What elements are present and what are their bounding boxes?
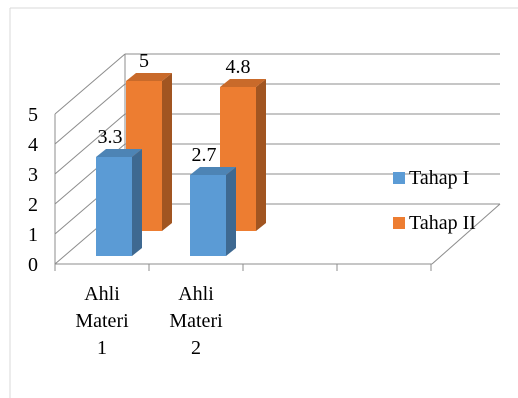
grid-layer xyxy=(54,53,500,265)
category-label: 2 xyxy=(191,337,201,359)
category-label: 1 xyxy=(97,337,107,359)
data-label: 3.3 xyxy=(98,126,123,148)
category-label: Ahli xyxy=(178,283,214,305)
bar-side xyxy=(256,79,266,231)
legend-swatch xyxy=(393,172,405,184)
legend: Tahap I Tahap II xyxy=(393,167,476,234)
y-tick-label: 0 xyxy=(28,254,38,276)
bars-layer xyxy=(96,73,266,256)
data-label: 4.8 xyxy=(226,56,251,78)
y-tick-label: 3 xyxy=(28,164,38,186)
y-tick-label: 4 xyxy=(28,134,38,156)
side-wall-gridline xyxy=(54,53,126,115)
bar-side xyxy=(226,167,236,256)
side-wall-gridline xyxy=(54,113,126,175)
category-label: Ahli xyxy=(84,283,120,305)
legend-label: Tahap I xyxy=(409,167,469,189)
legend-swatch xyxy=(393,217,405,229)
data-label: 5 xyxy=(139,50,149,72)
bar xyxy=(96,157,132,256)
bar-top xyxy=(220,79,266,87)
bar-side xyxy=(162,73,172,231)
side-wall-gridline xyxy=(54,83,126,145)
axis-layer: 0 1 2 3 4 5 Ahli Materi 1 Ahli Materi 2 xyxy=(28,104,501,359)
y-tick-label: 2 xyxy=(28,194,38,216)
category-label: Materi xyxy=(75,310,129,332)
bar-top xyxy=(96,149,142,157)
y-tick-label: 5 xyxy=(28,104,38,126)
bar-top xyxy=(190,167,236,175)
bar-side xyxy=(132,149,142,256)
category-label: Materi xyxy=(169,310,223,332)
floor-right-edge xyxy=(431,203,501,265)
y-tick-label: 1 xyxy=(28,224,38,246)
labels-layer: 5 4.8 3.3 2.7 xyxy=(98,50,251,166)
bar-top xyxy=(126,73,172,81)
bar xyxy=(190,175,226,256)
data-label: 2.7 xyxy=(192,144,217,166)
legend-label: Tahap II xyxy=(409,212,476,234)
